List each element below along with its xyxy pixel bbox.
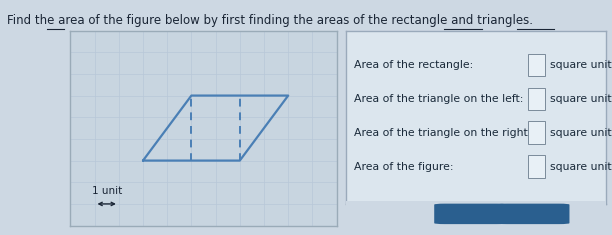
Text: ↺: ↺ <box>528 207 539 220</box>
Text: square units: square units <box>550 128 612 138</box>
Text: Area of the triangle on the left:: Area of the triangle on the left: <box>354 94 523 104</box>
Text: x: x <box>466 207 475 220</box>
Text: Area of the rectangle:: Area of the rectangle: <box>354 60 473 70</box>
FancyBboxPatch shape <box>435 204 507 224</box>
FancyBboxPatch shape <box>528 87 545 110</box>
FancyBboxPatch shape <box>528 54 545 76</box>
FancyBboxPatch shape <box>528 155 545 178</box>
Text: square units: square units <box>550 162 612 172</box>
FancyBboxPatch shape <box>528 121 545 144</box>
Text: Area of the triangle on the right:: Area of the triangle on the right: <box>354 128 531 138</box>
Text: square units: square units <box>550 60 612 70</box>
Text: square units: square units <box>550 94 612 104</box>
Text: 1 unit: 1 unit <box>92 186 122 196</box>
Text: Find the area of the figure below by first finding the areas of the rectangle an: Find the area of the figure below by fir… <box>7 14 533 27</box>
Text: Area of the figure:: Area of the figure: <box>354 162 453 172</box>
FancyBboxPatch shape <box>497 204 569 224</box>
